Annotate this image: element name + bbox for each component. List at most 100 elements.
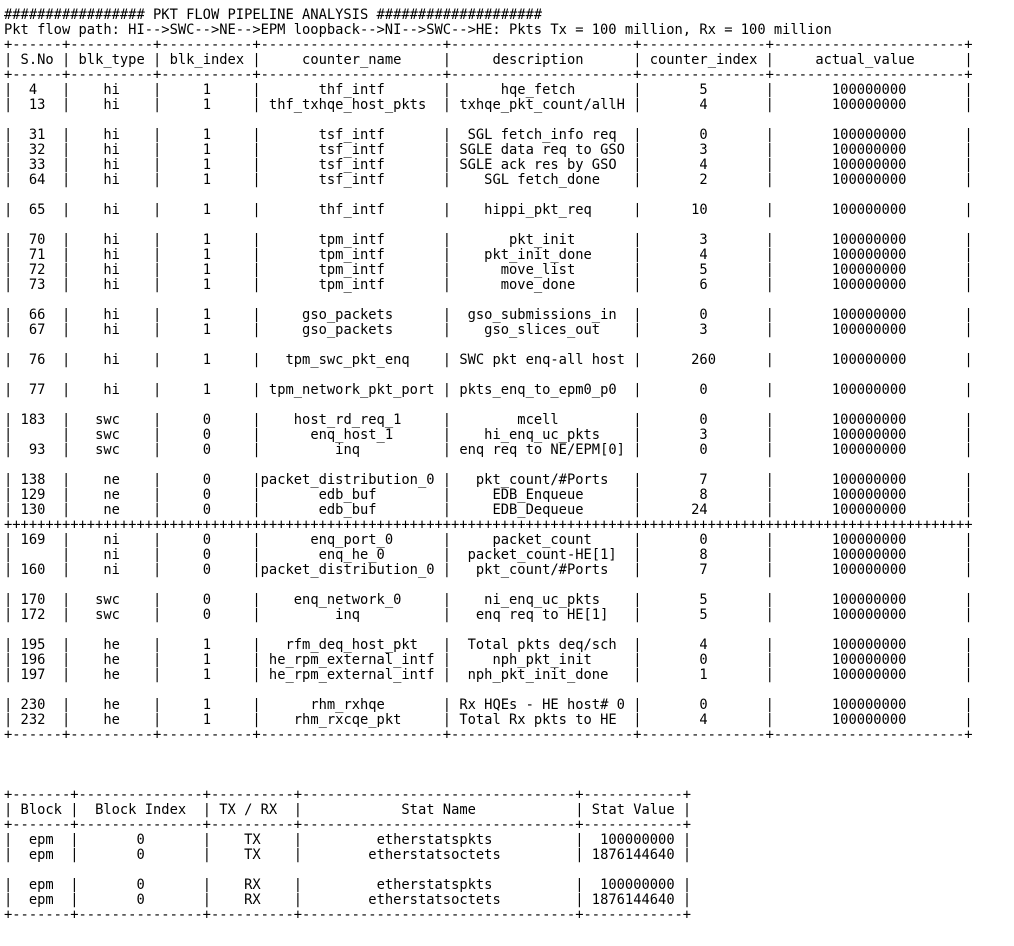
table-row: | 67 | hi | 1 | gso_packets | gso_slices… bbox=[4, 322, 973, 338]
table-cell: 0 bbox=[78, 847, 203, 863]
table-cell: 1 bbox=[161, 202, 253, 218]
table-cell: enq req to HE[1] bbox=[451, 607, 634, 623]
table-row: | 138 | ne | 0 |packet_distribution_0 | … bbox=[4, 472, 973, 488]
table-cell: Block Index bbox=[78, 802, 203, 818]
table-cell: tpm_swc_pkt_enq bbox=[260, 352, 443, 368]
table-cell: hippi_pkt_req bbox=[451, 202, 634, 218]
table-cell: 100000000 bbox=[773, 712, 965, 728]
table-cell: hi bbox=[70, 127, 154, 143]
table-row: | 170 | swc | 0 | enq_network_0 | ni_enq… bbox=[4, 592, 973, 608]
table-cell: pkts_enq_to_epm0_p0 bbox=[451, 382, 634, 398]
table-row: | epm | 0 | TX | etherstatspkts | 100000… bbox=[4, 832, 692, 848]
table-cell: he bbox=[70, 667, 154, 683]
table-cell: 0 bbox=[78, 877, 203, 893]
table-cell: TX / RX bbox=[210, 802, 294, 818]
table-cell: 100000000 bbox=[583, 877, 683, 893]
table-cell: swc bbox=[70, 427, 154, 443]
table-cell: thf_intf bbox=[260, 82, 443, 98]
table-row: | epm | 0 | RX | etherstatspkts | 100000… bbox=[4, 877, 692, 893]
table-cell: 5 bbox=[641, 607, 766, 623]
table-row: | epm | 0 | RX | etherstatsoctets | 1876… bbox=[4, 892, 692, 908]
table-cell: ni bbox=[70, 562, 154, 578]
table-cell: 100000000 bbox=[773, 427, 965, 443]
table-cell: 1 bbox=[161, 307, 253, 323]
table-cell: 1 bbox=[161, 232, 253, 248]
table-header-row: | S.No | blk_type | blk_index | counter_… bbox=[4, 52, 973, 68]
table-cell: 0 bbox=[161, 487, 253, 503]
table-row: | 169 | ni | 0 | enq_port_0 | packet_cou… bbox=[4, 532, 973, 548]
table-rule: +------+----------+-----------+---------… bbox=[4, 727, 973, 743]
table-cell: 100000000 bbox=[773, 607, 965, 623]
table-row: | 4 | hi | 1 | thf_intf | hqe_fetch | 5 … bbox=[4, 82, 973, 98]
table-cell: tsf_intf bbox=[260, 127, 443, 143]
table-cell: hi bbox=[70, 97, 154, 113]
table-blank-row bbox=[4, 218, 1014, 233]
table-cell: SGL fetch_info req bbox=[451, 127, 634, 143]
table-cell: 1 bbox=[161, 97, 253, 113]
table-cell: he bbox=[70, 652, 154, 668]
table-cell: 100000000 bbox=[773, 382, 965, 398]
table-row: | 77 | hi | 1 | tpm_network_pkt_port | p… bbox=[4, 382, 973, 398]
table-cell: ne bbox=[70, 487, 154, 503]
table-row: | 232 | he | 1 | rhm_rxcqe_pkt | Total R… bbox=[4, 712, 973, 728]
table-cell: 1 bbox=[161, 637, 253, 653]
table-cell: 260 bbox=[641, 352, 766, 368]
counter-table: +------+----------+-----------+---------… bbox=[4, 38, 1014, 743]
table-blank-row bbox=[4, 578, 1014, 593]
table-cell: 100000000 bbox=[773, 247, 965, 263]
table-cell: 232 bbox=[12, 712, 62, 728]
table-cell: 100000000 bbox=[773, 667, 965, 683]
table-cell: 0 bbox=[78, 832, 203, 848]
table-cell: Total Rx pkts to HE bbox=[451, 712, 634, 728]
table-cell: gso_packets bbox=[260, 307, 443, 323]
table-cell: host_rd_req_1 bbox=[260, 412, 443, 428]
table-cell: hi bbox=[70, 322, 154, 338]
table-cell: 230 bbox=[12, 697, 62, 713]
table-cell: 100000000 bbox=[773, 502, 965, 518]
table-cell: enq_he_0 bbox=[260, 547, 443, 563]
table-cell: 1 bbox=[161, 667, 253, 683]
table-cell: hi bbox=[70, 352, 154, 368]
epm-stats-table: +-------+---------------+----------+----… bbox=[4, 788, 1014, 923]
table-cell: description bbox=[451, 52, 634, 68]
table-cell: move_list bbox=[451, 262, 634, 278]
table-cell: he_rpm_external_intf bbox=[260, 652, 443, 668]
table-cell: txhqe_pkt_count/allH bbox=[451, 97, 634, 113]
table-cell: rfm_deq_host_pkt bbox=[260, 637, 443, 653]
table-cell: RX bbox=[210, 877, 294, 893]
table-cell: 2 bbox=[641, 172, 766, 188]
table-cell: pkt_init_done bbox=[451, 247, 634, 263]
table-cell: 1 bbox=[161, 382, 253, 398]
table-blank-row bbox=[4, 398, 1014, 413]
table-cell: edb_buf bbox=[260, 502, 443, 518]
table-cell: ni bbox=[70, 532, 154, 548]
table-cell: edb_buf bbox=[260, 487, 443, 503]
table-cell: EDB_Dequeue bbox=[451, 502, 634, 518]
table-cell: tsf_intf bbox=[260, 172, 443, 188]
table-cell: 7 bbox=[641, 472, 766, 488]
table-cell: Stat Value bbox=[583, 802, 683, 818]
table-cell: swc bbox=[70, 442, 154, 458]
table-cell: hi_enq_uc_pkts bbox=[451, 427, 634, 443]
table-cell: he bbox=[70, 637, 154, 653]
table-cell: 4 bbox=[641, 157, 766, 173]
table-cell: 197 bbox=[12, 667, 62, 683]
table-row: | 64 | hi | 1 | tsf_intf | SGL fetch_don… bbox=[4, 172, 973, 188]
table-cell: 3 bbox=[641, 142, 766, 158]
table-row: | 70 | hi | 1 | tpm_intf | pkt_init | 3 … bbox=[4, 232, 973, 248]
table-cell: 76 bbox=[12, 352, 62, 368]
table-row: | 66 | hi | 1 | gso_packets | gso_submis… bbox=[4, 307, 973, 323]
table-cell: 0 bbox=[641, 532, 766, 548]
table-cell: 1 bbox=[161, 127, 253, 143]
table-row: | 32 | hi | 1 | tsf_intf | SGLE data req… bbox=[4, 142, 973, 158]
table-row: | 76 | hi | 1 | tpm_swc_pkt_enq | SWC pk… bbox=[4, 352, 973, 368]
table-row: | 93 | swc | 0 | inq | enq req to NE/EPM… bbox=[4, 442, 973, 458]
table-cell: hi bbox=[70, 202, 154, 218]
table-cell: 100000000 bbox=[773, 307, 965, 323]
table-cell bbox=[12, 547, 62, 563]
table-cell: inq bbox=[260, 607, 443, 623]
table-cell: 65 bbox=[12, 202, 62, 218]
table-blank-row bbox=[4, 683, 1014, 698]
table-cell: Rx HQEs - HE host# 0 bbox=[451, 697, 634, 713]
table-cell: swc bbox=[70, 607, 154, 623]
